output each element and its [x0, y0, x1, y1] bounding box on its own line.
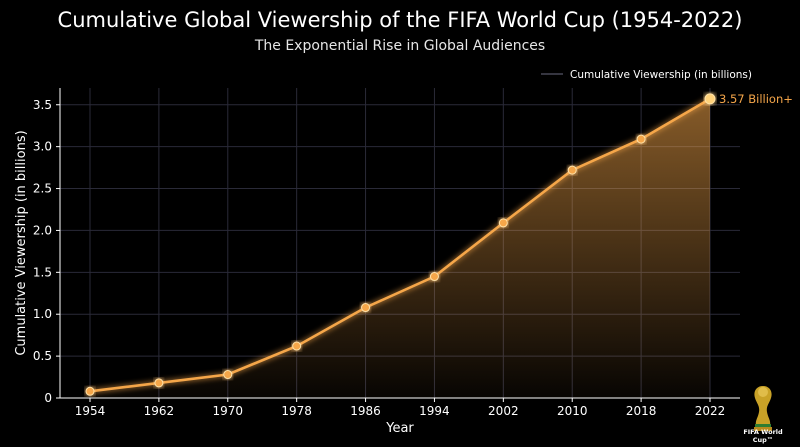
y-tick-label: 0.5 — [33, 349, 52, 363]
x-tick-label: 1962 — [144, 404, 175, 418]
x-tick-label: 1978 — [281, 404, 312, 418]
data-point — [704, 93, 716, 105]
legend: Cumulative Viewership (in billions) — [541, 69, 752, 81]
x-axis-label: Year — [385, 421, 414, 436]
y-axis-label: Cumulative Viewership (in billions) — [14, 130, 29, 355]
y-tick-label: 3.5 — [33, 98, 52, 112]
series-line — [89, 97, 711, 393]
y-tick-label: 2.5 — [33, 182, 52, 196]
data-point — [429, 272, 439, 282]
y-ticks: 0 0.5 1.0 1.5 2.0 2.5 3.0 3.5 — [33, 98, 60, 405]
y-tick-label: 3.0 — [33, 140, 52, 154]
fifa-trophy-logo-icon — [754, 386, 772, 431]
data-point — [361, 303, 371, 313]
x-tick-label: 1994 — [419, 404, 450, 418]
area-fill — [90, 98, 710, 399]
y-tick-label: 0 — [44, 391, 52, 405]
chart-title: Cumulative Global Viewership of the FIFA… — [57, 8, 743, 32]
y-tick-label: 2.0 — [33, 223, 52, 237]
end-annotation: 3.57 Billion+ — [719, 92, 793, 106]
x-tick-label: 1970 — [213, 404, 244, 418]
x-tick-label: 2002 — [488, 404, 519, 418]
x-tick-label: 1986 — [350, 404, 381, 418]
data-point — [636, 134, 646, 144]
data-point — [85, 386, 95, 396]
x-tick-label: 2022 — [695, 404, 726, 418]
x-tick-label: 2018 — [626, 404, 657, 418]
data-point — [567, 165, 577, 175]
data-point — [223, 370, 233, 380]
data-point — [154, 378, 164, 388]
x-ticks: 1954 1962 1970 1978 1986 1994 2002 2010 2018 2022 — [75, 398, 726, 418]
legend-label: Cumulative Viewership (in billions) — [570, 69, 752, 81]
y-tick-label: 1.0 — [33, 307, 52, 321]
x-tick-label: 2010 — [557, 404, 588, 418]
data-point — [498, 218, 508, 228]
y-tick-label: 1.5 — [33, 265, 52, 279]
x-tick-label: 1954 — [75, 404, 106, 418]
logo-text: FIFA World Cup™ — [743, 428, 783, 444]
chart-subtitle: The Exponential Rise in Global Audiences — [254, 38, 546, 54]
data-points — [85, 93, 716, 396]
data-point — [292, 341, 302, 351]
